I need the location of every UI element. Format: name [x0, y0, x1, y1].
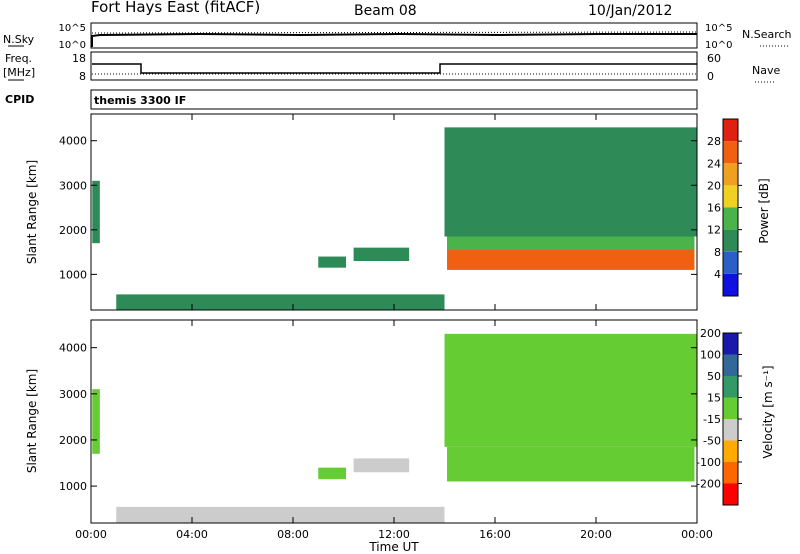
power-region-5: [444, 127, 697, 237]
velocity-colorbar-swatch: [723, 462, 738, 484]
velocity-colorbar-swatch: [723, 483, 738, 505]
velocity-region-3: [447, 446, 695, 482]
power-region-6: [116, 294, 445, 310]
velocity-colorbar-swatch: [723, 419, 738, 441]
power-colorbar-swatch: [723, 163, 738, 186]
velocity-colorbar-label: Velocity [m s⁻¹]: [761, 365, 775, 458]
nsky-series: [91, 32, 697, 47]
freq-left-tick-bottom: 8: [79, 70, 86, 83]
velocity-colorbar-tick-label: 200: [700, 327, 721, 340]
freq-label-line1: Freq.: [5, 52, 32, 65]
velocity-colorbar-tick-label: -15: [703, 413, 721, 426]
xlabel: Time UT: [368, 540, 419, 554]
power-colorbar-label: Power [dB]: [757, 178, 771, 243]
power-colorbar-swatch: [723, 185, 738, 208]
power-colorbar-swatch: [723, 273, 738, 296]
power-colorbar-tick-label: 24: [707, 157, 721, 170]
noise-panel-frame: [90, 22, 698, 49]
velocity-region-2: [353, 458, 410, 473]
xtick-label: 00:00: [681, 528, 713, 541]
freq-left-tick-top: 18: [72, 52, 86, 65]
velocity-colorbar-swatch: [723, 376, 738, 398]
velocity-colorbar-swatch: [723, 397, 738, 419]
noise-left-tick-top: 10^5: [59, 23, 86, 34]
station-title: Fort Hays East (fitACF): [91, 0, 260, 16]
xtick-label: 08:00: [277, 528, 309, 541]
freq-series: [92, 63, 697, 74]
power-colorbar-tick-label: 4: [714, 268, 721, 281]
power-ylabel: Slant Range [km]: [25, 160, 39, 264]
power-colorbar-swatch: [723, 141, 738, 164]
freq-right-tick-bottom: 0: [707, 70, 714, 83]
freq-label-line2: [MHz]: [3, 66, 35, 79]
xtick-label: 04:00: [176, 528, 208, 541]
freq-panel-frame: [90, 51, 698, 81]
velocity-colorbar-tick-label: -200: [696, 478, 721, 491]
power-colorbar-tick-label: 28: [707, 135, 721, 148]
power-colorbar-tick-label: 16: [707, 202, 721, 215]
time-axis: 00:00 04:00 08:00 12:00 16:00 20:00 00:00: [75, 528, 713, 541]
power-axis: 1000 2000 3000 4000: [59, 114, 698, 310]
velocity-colorbar: -200 -100 -50 -15 15 50 100 200: [696, 327, 742, 506]
velocity-colorbar-swatch: [723, 440, 738, 462]
velocity-ytick-label: 3000: [59, 388, 87, 401]
date-label: 10/Jan/2012: [588, 3, 672, 19]
power-colorbar-swatch: [723, 251, 738, 274]
nsearch-series: [91, 31, 698, 34]
power-colorbar-tick-label: 8: [714, 246, 721, 259]
freq-right-tick-top: 60: [707, 52, 721, 65]
power-region-1: [318, 256, 347, 268]
velocity-axis: 1000 2000 3000 4000: [59, 320, 698, 523]
power-marks: [92, 127, 697, 310]
velocity-colorbar-tick-label: 100: [700, 349, 721, 362]
velocity-ytick-label: 1000: [59, 480, 87, 493]
power-colorbar-tick-label: 12: [707, 224, 721, 237]
noise-right-tick-bottom: 10^0: [705, 40, 732, 51]
power-colorbar: 4 8 12 16 20 24 28: [707, 118, 742, 297]
nsky-label: N.Sky: [3, 33, 35, 46]
velocity-colorbar-swatch: [723, 354, 738, 376]
velocity-colorbar-swatch: [723, 333, 738, 355]
power-region-0: [92, 180, 100, 244]
power-colorbar-tick-label: 20: [707, 179, 721, 192]
nave-label: Nave: [752, 64, 780, 77]
power-colorbar-swatch: [723, 119, 738, 142]
power-colorbar-swatch: [723, 229, 738, 252]
xtick-label: 00:00: [75, 528, 107, 541]
velocity-ytick-label: 2000: [59, 434, 87, 447]
velocity-region-4: [444, 333, 697, 447]
power-colorbar-swatch: [723, 207, 738, 230]
velocity-colorbar-tick-label: 50: [707, 370, 721, 383]
velocity-ytick-label: 4000: [59, 342, 87, 355]
nsearch-label: N.Search: [742, 28, 792, 41]
cpid-panel-frame: [90, 89, 698, 110]
power-ytick-label: 1000: [59, 268, 87, 281]
power-region-3: [447, 247, 695, 270]
velocity-colorbar-tick-label: -50: [703, 435, 721, 448]
beam-label: Beam 08: [354, 3, 417, 19]
power-region-2: [353, 247, 410, 261]
power-ytick-label: 3000: [59, 179, 87, 192]
velocity-region-0: [92, 389, 100, 454]
velocity-region-1: [318, 467, 347, 480]
velocity-colorbar-tick-label: 15: [707, 392, 721, 405]
xtick-label: 12:00: [378, 528, 410, 541]
velocity-colorbar-tick-label: -100: [696, 456, 721, 469]
power-ytick-label: 4000: [59, 135, 87, 148]
mode-label: themis 3300 IF: [94, 94, 186, 107]
xtick-label: 16:00: [479, 528, 511, 541]
velocity-region-5: [116, 506, 445, 523]
cpid-label: CPID: [5, 93, 34, 106]
noise-right-tick-top: 10^5: [705, 23, 732, 34]
xtick-label: 20:00: [580, 528, 612, 541]
power-ytick-label: 2000: [59, 224, 87, 237]
velocity-ylabel: Slant Range [km]: [25, 369, 39, 473]
noise-left-tick-bottom: 10^0: [59, 40, 86, 51]
velocity-marks: [92, 333, 697, 523]
power-region-4: [447, 236, 695, 250]
